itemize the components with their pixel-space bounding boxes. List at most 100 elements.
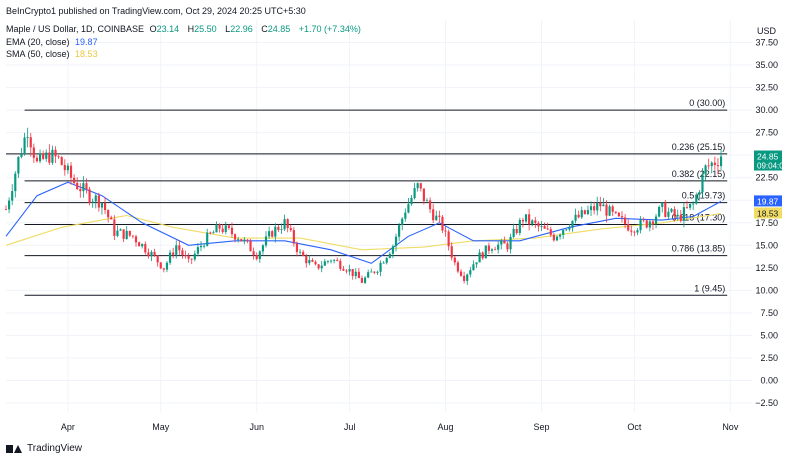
currency-label[interactable]: USD [756,26,776,36]
candle-body [645,220,648,228]
candle-body [196,247,200,254]
candle-body [599,203,602,207]
candle-body [181,250,184,256]
candle-body [636,230,639,233]
candle-body [679,214,682,221]
y-tick-label: 10.00 [755,285,778,295]
sma-path [5,212,722,251]
candle-body [506,243,509,250]
candle-body [490,249,494,251]
candle-body [577,214,580,218]
fib-level-label: 0.382 (22.15) [672,169,726,179]
ema-legend[interactable]: EMA (20, close) 19.87 [6,37,101,47]
candle-body [435,215,438,221]
candle-body [469,270,472,275]
sma-value: 18.53 [75,49,98,59]
sma-legend[interactable]: SMA (50, close) 18.53 [6,49,101,59]
x-tick-label: Nov [722,422,739,432]
candle-body [218,224,221,229]
ema-line [5,181,722,264]
candle-body [627,224,630,231]
y-tick-label: 5.00 [760,330,778,340]
candle-body [500,240,503,245]
candle-body [138,242,141,247]
candle-body [268,231,271,237]
candle-body [153,251,156,256]
candle-body [466,274,469,281]
candle-body [487,245,490,251]
candle-body [271,231,274,237]
candle-body [227,225,230,228]
y-tick-label: 37.50 [755,38,778,48]
candle-body [484,245,487,259]
candle-body [51,149,54,163]
candle-body [685,207,689,208]
candle-body [589,206,593,211]
candle-body [100,202,104,208]
fib-level-label: 1 (9.45) [694,283,725,293]
price-tag-value: 18.53 [757,208,779,218]
candle-body [252,251,255,256]
candle-body [438,215,441,217]
candle-body [534,220,537,223]
candle-body [497,244,500,250]
x-tick-label: Sep [534,422,550,432]
candle-body [20,154,23,157]
candle-body [295,243,299,252]
candle-body [642,219,645,221]
candle-body [125,230,128,239]
candle-body [398,225,401,237]
candle-body [664,202,667,217]
y-tick-label: 7.50 [760,308,778,318]
candle-body [76,182,79,190]
candle-body [447,231,450,247]
candle-body [23,137,26,155]
candle-body [308,260,311,264]
candle-body [82,183,85,192]
candle-body [360,278,364,283]
candle-body [110,217,113,220]
candle-body [45,152,48,159]
candle-body [79,189,82,192]
candle-body [614,211,617,213]
candle-body [661,202,664,207]
high-label: H [187,24,195,34]
candle-body [537,222,540,227]
candle-body [85,183,88,190]
candle-body [546,228,549,230]
candle-body [277,226,280,231]
candle-body [203,245,206,247]
candle-body [388,253,391,258]
published-caption: BeInCrypto1 published on TradingView.com… [6,6,306,16]
y-tick-label: 30.00 [755,105,778,115]
candle-body [333,259,336,261]
candle-body [311,260,314,262]
candle-body [571,220,574,228]
candle-body [515,229,518,233]
candle-body [370,271,373,273]
x-tick-label: Jul [344,422,356,432]
candle-body [302,251,305,256]
candle-body [255,255,258,260]
candle-body [373,271,376,273]
candle-body [66,165,69,171]
candle-body [113,219,116,236]
candle-body [69,165,73,178]
y-tick-label: 2.50 [760,353,778,363]
candle-body [593,206,596,211]
candle-body [602,204,605,207]
candle-body [131,235,134,237]
candle-body [531,220,534,225]
candle-body [379,263,382,272]
y-axis: −2.50 0.00 2.50 5.00 7.50 10.00 12.50 15.00 17.5… [755,38,778,408]
candle-body [391,246,395,254]
candle-body [456,262,460,272]
candle-body [682,207,685,221]
candle-body [611,206,614,212]
candle-body [376,271,379,273]
high-value: 25.50 [194,24,217,34]
candle-body [97,195,100,208]
candle-body [221,228,224,233]
